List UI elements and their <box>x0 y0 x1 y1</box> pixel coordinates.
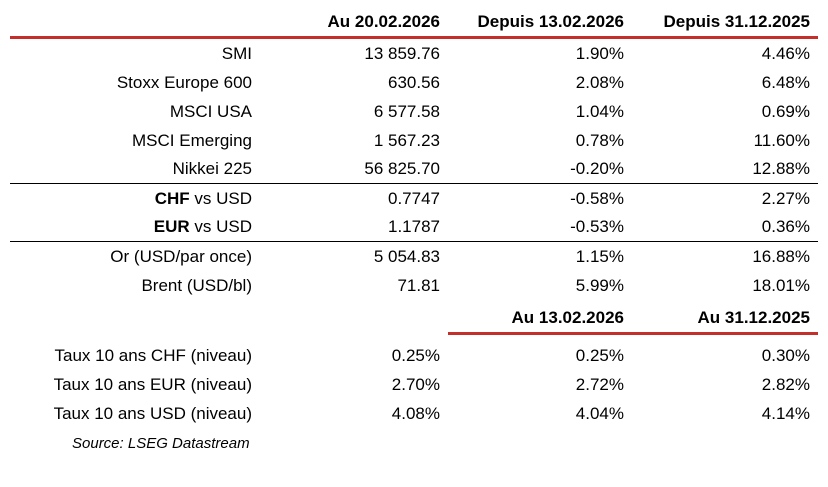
table-row-smi: SMI 13 859.76 1.90% 4.46% <box>10 39 818 68</box>
table-row-gold: Or (USD/par once) 5 054.83 1.15% 16.88% <box>10 242 818 271</box>
value-level: 6 577.58 <box>373 101 440 121</box>
empty-cell <box>10 304 260 335</box>
row-label: Or (USD/par once) <box>110 246 252 266</box>
value-prev-week: 4.04% <box>575 403 624 423</box>
currency-pair-rest: vs USD <box>189 188 252 208</box>
currency-code: EUR <box>153 217 190 236</box>
row-label: MSCI USA <box>169 101 252 121</box>
row-label: SMI <box>221 43 252 63</box>
currency-code: CHF <box>154 188 190 208</box>
value-change-week: 1.04% <box>575 101 624 121</box>
value-change-week: 1.90% <box>575 43 624 63</box>
column-header-depuis-ytd: Depuis 31.12.2025 <box>663 12 810 31</box>
column-header-au-week: Au 13.02.2026 <box>448 304 632 335</box>
row-label: Taux 10 ans CHF (niveau) <box>54 345 252 365</box>
value-change-week: 1.15% <box>575 246 624 266</box>
value-prev-week: 2.72% <box>575 374 624 394</box>
value-prev-ytd: 4.14% <box>761 403 810 423</box>
table-row-msci-emerging: MSCI Emerging 1 567.23 0.78% 11.60% <box>10 126 818 155</box>
value-change-ytd: 18.01% <box>752 275 810 295</box>
value-change-ytd: 12.88% <box>752 159 810 178</box>
column-header-au-ytd: Au 31.12.2025 <box>632 304 818 335</box>
table-row-stoxx: Stoxx Europe 600 630.56 2.08% 6.48% <box>10 68 818 97</box>
value-level: 1 567.23 <box>373 130 440 150</box>
row-label: Taux 10 ans USD (niveau) <box>53 403 252 423</box>
table-row-eur-usd: EUR vs USD 1.1787 -0.53% 0.36% <box>10 213 818 242</box>
value-level: 56 825.70 <box>364 159 440 178</box>
value-change-week: -0.53% <box>570 217 624 236</box>
column-header-depuis-week: Depuis 13.02.2026 <box>477 12 624 31</box>
value-change-week: -0.20% <box>570 159 624 178</box>
value-change-week: 0.78% <box>575 130 624 150</box>
row-label: MSCI Emerging <box>132 130 252 150</box>
value-level: 13 859.76 <box>364 43 440 63</box>
row-label: EUR vs USD <box>10 217 260 237</box>
value-change-week: -0.58% <box>570 188 624 208</box>
market-table: Au 20.02.2026 Depuis 13.02.2026 Depuis 3… <box>10 8 818 458</box>
value-level: 5 054.83 <box>373 246 440 266</box>
value-change-week: 2.08% <box>575 72 624 92</box>
table-row-taux-chf: Taux 10 ans CHF (niveau) 0.25% 0.25% 0.3… <box>10 341 818 370</box>
value-level: 0.7747 <box>388 188 440 208</box>
row-label: Taux 10 ans EUR (niveau) <box>53 374 252 394</box>
value-level: 630.56 <box>388 72 440 92</box>
value-prev-ytd: 0.30% <box>761 345 810 365</box>
row-label: Stoxx Europe 600 <box>116 72 252 92</box>
row-label: CHF vs USD <box>10 189 260 209</box>
table-row-chf-usd: CHF vs USD 0.7747 -0.58% 2.27% <box>10 184 818 213</box>
value-change-ytd: 2.27% <box>761 188 810 208</box>
table-row-nikkei: Nikkei 225 56 825.70 -0.20% 12.88% <box>10 155 818 184</box>
value-level: 0.25% <box>391 345 440 365</box>
value-prev-ytd: 2.82% <box>761 374 810 394</box>
value-level: 4.08% <box>391 403 440 423</box>
value-level: 71.81 <box>397 275 440 295</box>
row-label: Nikkei 225 <box>172 159 252 178</box>
column-header-au-date: Au 20.02.2026 <box>327 12 440 31</box>
value-level: 2.70% <box>391 374 440 394</box>
value-change-ytd: 16.88% <box>752 246 810 266</box>
table-row-taux-eur: Taux 10 ans EUR (niveau) 2.70% 2.72% 2.8… <box>10 370 818 399</box>
table-row-msci-usa: MSCI USA 6 577.58 1.04% 0.69% <box>10 97 818 126</box>
table-row-brent: Brent (USD/bl) 71.81 5.99% 18.01% <box>10 271 818 300</box>
value-change-ytd: 0.36% <box>761 217 810 236</box>
value-change-ytd: 6.48% <box>761 72 810 92</box>
row-label: Brent (USD/bl) <box>141 275 252 295</box>
table-row-taux-usd: Taux 10 ans USD (niveau) 4.08% 4.04% 4.1… <box>10 399 818 428</box>
value-change-ytd: 0.69% <box>761 101 810 121</box>
source-note: Source: LSEG Datastream <box>72 434 250 452</box>
currency-pair-rest: vs USD <box>189 217 252 236</box>
value-change-ytd: 11.60% <box>753 130 810 150</box>
table2-header-row: Au 13.02.2026 Au 31.12.2025 <box>10 304 818 335</box>
value-change-week: 5.99% <box>575 275 624 295</box>
value-change-ytd: 4.46% <box>761 43 810 63</box>
value-level: 1.1787 <box>388 217 440 236</box>
value-prev-week: 0.25% <box>575 345 624 365</box>
table1-header-row: Au 20.02.2026 Depuis 13.02.2026 Depuis 3… <box>10 8 818 39</box>
empty-cell <box>260 304 448 335</box>
